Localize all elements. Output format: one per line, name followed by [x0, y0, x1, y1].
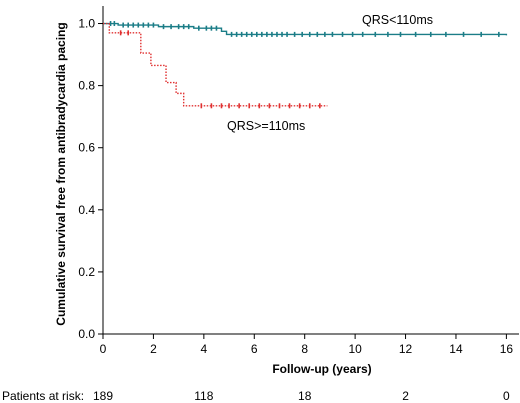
- y-tick-label: 0.0: [78, 327, 95, 341]
- y-tick-label: 0.4: [78, 203, 95, 217]
- series-line-1: [103, 22, 328, 107]
- x-tick-label: 14: [449, 342, 463, 356]
- series-line-0: [103, 22, 508, 36]
- x-axis-title: Follow-up (years): [272, 362, 371, 376]
- patients-at-risk-label: Patients at risk:: [2, 389, 84, 403]
- survival-curves: [103, 21, 508, 109]
- y-tick-label: 0.8: [78, 79, 95, 93]
- y-tick-label: 0.2: [78, 265, 95, 279]
- x-tick-label: 6: [251, 342, 258, 356]
- x-tick-label: 10: [348, 342, 362, 356]
- at-risk-count: 18: [298, 389, 312, 403]
- x-tick-label: 2: [150, 342, 157, 356]
- x-tick-label: 12: [399, 342, 413, 356]
- at-risk-count: 189: [93, 389, 113, 403]
- y-tick-label: 0.6: [78, 141, 95, 155]
- y-axis-title: Cumulative survival free from antibradyc…: [54, 22, 68, 325]
- at-risk-count: 2: [402, 389, 409, 403]
- axes: 0 2 4 6 8 10 12 14 16 0.0 0.2 0.4 0.6 0.8 1.0: [78, 6, 519, 356]
- x-tick-label: 0: [100, 342, 107, 356]
- series-label-qrs-wide: QRS>=110ms: [227, 119, 305, 133]
- x-tick-label: 8: [301, 342, 308, 356]
- at-risk-count: 118: [194, 389, 213, 403]
- at-risk-count: 0: [503, 389, 510, 403]
- y-tick-label: 1.0: [78, 17, 95, 31]
- patients-at-risk-row: 189 118 18 2 0: [93, 389, 510, 403]
- x-tick-label: 16: [500, 342, 514, 356]
- x-tick-label: 4: [201, 342, 208, 356]
- series-label-qrs-narrow: QRS<110ms: [362, 13, 433, 27]
